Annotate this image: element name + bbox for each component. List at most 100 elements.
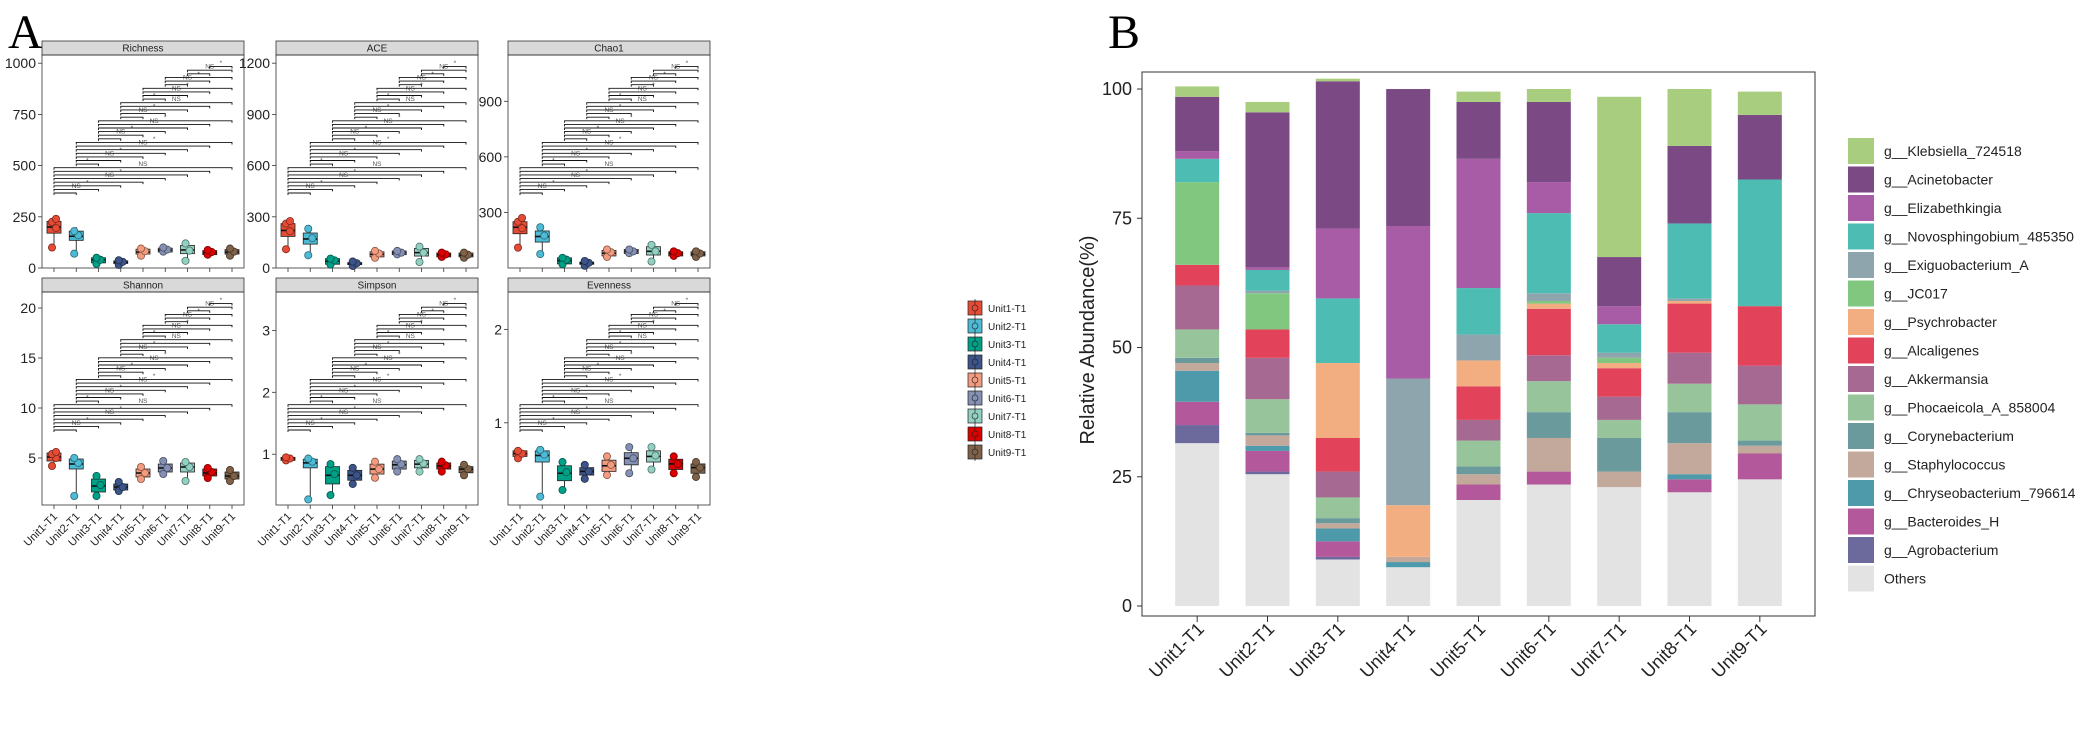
data-point [459,471,468,480]
segment-g__jc017 [1526,300,1571,304]
box-unit8-t1 [668,247,684,272]
bracket-label: NS [339,387,349,394]
legend-b-label: g__Staphylococcus [1884,457,2005,473]
bracket-5-6 [376,335,400,339]
data-point [580,256,589,265]
data-point [136,244,145,253]
bracket-1-8 [53,407,211,411]
y-tick-label: 15 [20,350,36,366]
legend-b-label: g__Acinetobacter [1884,172,1993,188]
bracket-1-6 [287,415,400,418]
data-point [603,452,612,461]
bracket-label: * [663,308,666,315]
bracket-6-7 [398,321,422,324]
segment-g__jc017 [1597,357,1642,364]
segment-g__corynebacterium [1175,357,1220,364]
segment-g__klebsiella_724518 [1526,89,1571,102]
box-unit1-t1 [280,217,296,272]
bracket-label: NS [105,150,115,157]
bracket-6-8 [630,80,677,84]
significance-brackets: NS*NS*NS*NS*NS*NS*NS*NS*NS*NS*NS*NS* [519,60,699,195]
bracket-label: NS [616,118,626,125]
bracket-6-7 [630,84,654,87]
data-point [326,254,335,263]
data-point [692,472,701,481]
bracket-4-9 [586,339,699,342]
data-point [70,227,79,236]
data-point [48,461,57,470]
bracket-label: NS [582,366,592,373]
bracket-5-9 [142,87,233,91]
bracket-5-7 [608,332,654,335]
data-point [580,460,589,469]
segment-g__corynebacterium [1667,412,1712,444]
data-point [348,463,357,472]
bracket-4-8 [120,342,211,346]
legend-a-label: Unit1-T1 [988,304,1027,315]
box-unit7-t1 [180,239,195,272]
data-point [536,250,545,259]
segment-g__alcaligenes [1245,329,1290,358]
bracket-label: * [153,103,156,110]
box-unit2-t1 [68,227,84,272]
segment-g__acinetobacter [1737,114,1782,180]
bracket-label: * [164,351,167,358]
legend-a-dot [971,448,979,456]
bar-unit1-t1: Unit1-T1 [1145,86,1220,682]
legend-b-swatch [1848,366,1874,392]
bracket-3-8 [564,360,677,364]
segment-g__acinetobacter [1245,112,1290,268]
bracket-6-7 [630,321,654,324]
segment-g__alcaligenes [1667,303,1712,353]
bracket-2-9 [541,378,699,382]
bracket-5-9 [142,324,233,328]
bracket-label: * [353,168,356,175]
bracket-label: * [619,340,622,347]
legend-b-label: g__Bacteroides_H [1884,514,1999,530]
bracket-2-6 [75,152,166,156]
legend-b-label: g__Phocaeicola_A_858004 [1884,400,2055,416]
bracket-1-6 [519,178,632,181]
segment-g__novosphingobium_485350 [1456,288,1501,335]
bracket-1-2 [53,429,77,432]
box-unit3-t1 [325,254,340,272]
data-point [584,467,593,476]
bracket-5-8 [376,328,445,331]
bracket-1-5 [287,418,378,422]
bracket-3-7 [564,364,654,367]
bracket-7-9 [421,69,467,73]
bracket-2-4 [309,397,356,400]
y-tick-label: 500 [13,158,37,174]
segment-g__corynebacterium [1456,466,1501,475]
legend-a-dot [971,322,979,330]
box-unit8-t1 [436,248,452,272]
segment-g__exiguobacterium_a [1386,378,1431,506]
segment-g__staphylococcus [1245,435,1290,446]
bracket-6-9 [630,76,699,80]
bracket-4-5 [354,353,378,357]
bracket-2-6 [309,389,400,393]
y-tick-label: 100 [1102,79,1132,99]
bracket-5-6 [608,98,632,102]
bracket-label: * [630,351,633,358]
data-point [159,456,168,465]
box-unit7-t1 [646,240,661,272]
y-tick-label: 25 [1112,467,1132,487]
bracket-3-5 [564,371,610,375]
bracket-2-3 [541,400,565,404]
data-point [647,465,656,474]
bracket-label: * [320,416,323,423]
bracket-3-9 [98,120,233,123]
segment-g__chryseobacterium_796614 [1245,445,1290,451]
bracket-3-7 [98,364,188,367]
bracket-2-9 [75,141,233,145]
bracket-label: NS [384,355,394,362]
legend-a-dot [971,304,979,312]
bracket-3-7 [564,127,654,130]
segment-g__chryseobacterium_796614 [1175,370,1220,402]
box-unit7-t1 [414,242,429,272]
legend-b-swatch [1848,480,1874,506]
bracket-1-2 [287,192,311,195]
data-point [514,446,523,455]
segment-g__agrobacterium [1175,425,1220,444]
